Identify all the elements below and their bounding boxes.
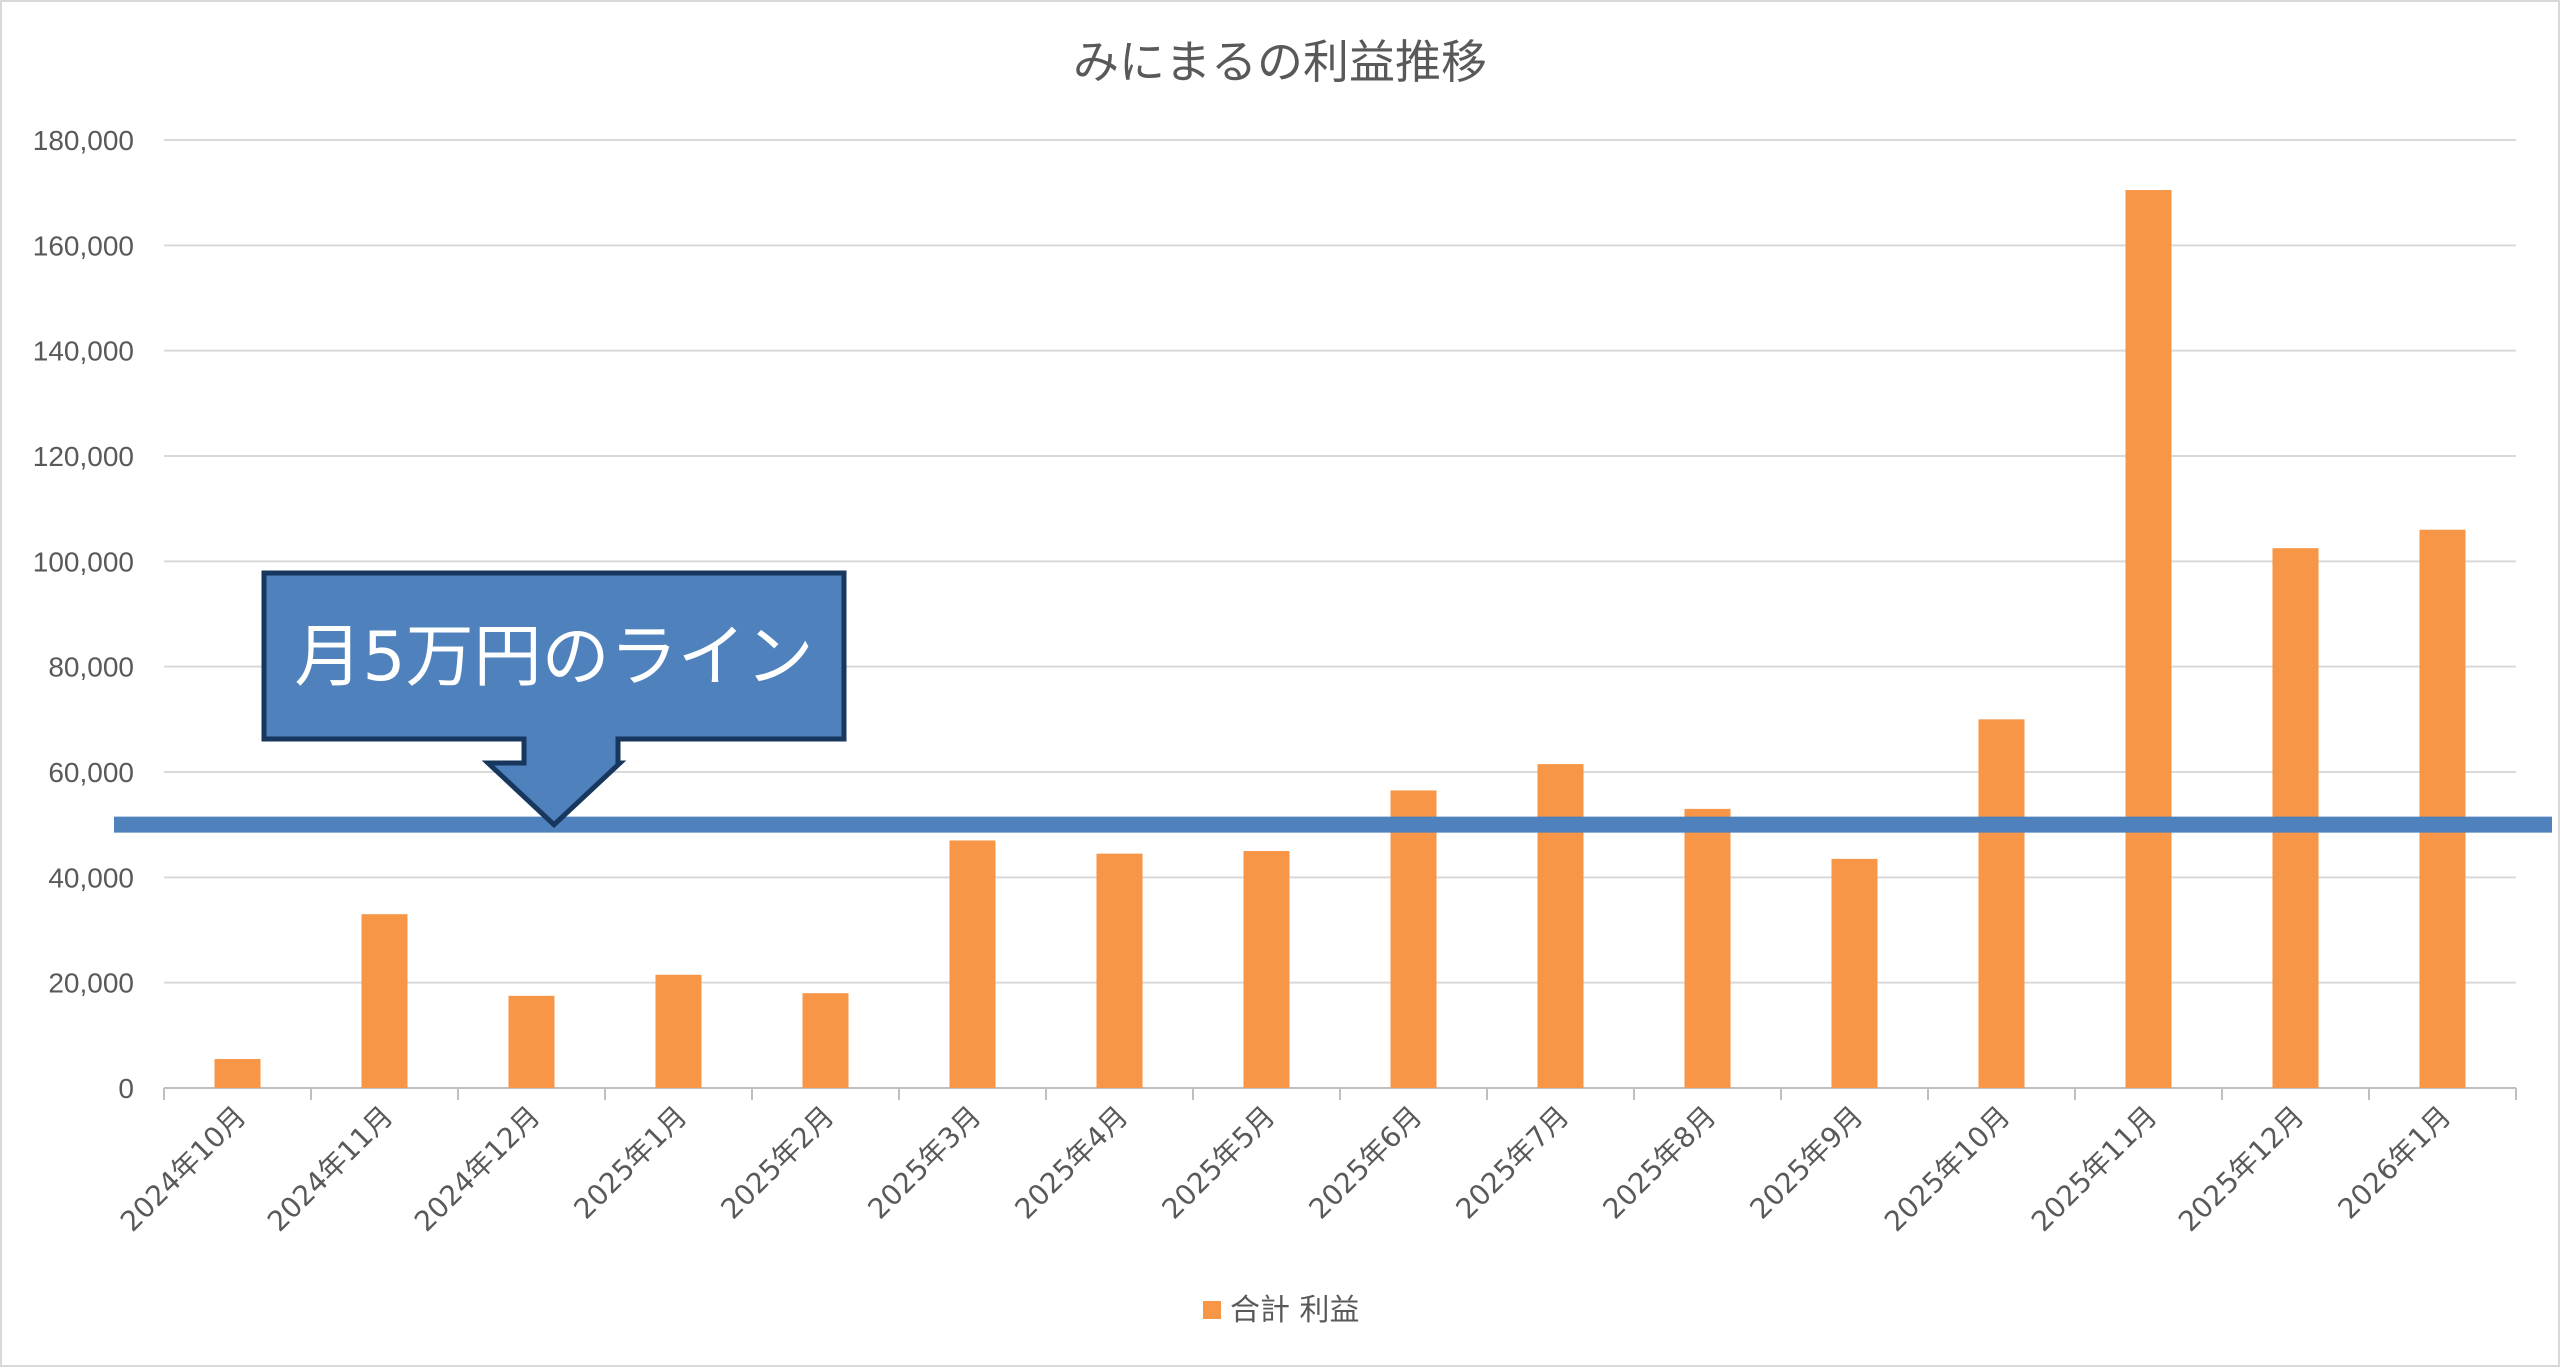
bar bbox=[1243, 851, 1290, 1088]
bar bbox=[2125, 190, 2172, 1089]
x-tick-label: 2025年5月 bbox=[1156, 1100, 1282, 1226]
y-tick-label: 120,000 bbox=[33, 441, 134, 472]
x-tick-label: 2024年11月 bbox=[261, 1100, 400, 1239]
chart-title: みにまるの利益推移 bbox=[1073, 35, 1487, 89]
bar bbox=[1390, 790, 1437, 1088]
bars bbox=[214, 190, 2466, 1089]
y-axis-ticks: 0 20,000 40,000 60,000 80,000 100,000 120,000 1… bbox=[33, 125, 134, 1104]
y-tick-label: 20,000 bbox=[48, 968, 134, 999]
y-tick-label: 40,000 bbox=[48, 862, 134, 893]
bar bbox=[1096, 853, 1143, 1088]
bar bbox=[949, 840, 996, 1088]
y-tick-label: 100,000 bbox=[33, 546, 134, 577]
x-tick-label: 2025年2月 bbox=[715, 1100, 841, 1226]
y-tick-label: 160,000 bbox=[33, 230, 134, 261]
bar bbox=[1684, 808, 1731, 1088]
y-tick-label: 0 bbox=[118, 1073, 134, 1104]
x-tick-label: 2024年10月 bbox=[114, 1100, 253, 1239]
x-tick-label: 2024年12月 bbox=[408, 1100, 547, 1239]
callout-text: 月5万円のライン bbox=[294, 618, 813, 697]
x-tick-label: 2025年1月 bbox=[568, 1100, 694, 1226]
x-tick-label: 2025年6月 bbox=[1303, 1100, 1429, 1226]
x-tick-label: 2025年7月 bbox=[1450, 1100, 1576, 1226]
gridlines bbox=[164, 139, 2516, 1089]
legend: 合計 利益 bbox=[1203, 1293, 1360, 1328]
bar bbox=[361, 914, 408, 1088]
x-tick-label: 2025年11月 bbox=[2025, 1100, 2164, 1239]
y-tick-label: 140,000 bbox=[33, 336, 134, 367]
legend-label: 合計 利益 bbox=[1230, 1293, 1360, 1328]
x-axis: 2024年10月 2024年11月 2024年12月 2025年1月 2025年2月 20… bbox=[114, 1088, 2517, 1239]
bar bbox=[1537, 764, 1584, 1088]
callout-annotation: 月5万円のライン bbox=[261, 570, 847, 829]
bar bbox=[655, 974, 702, 1088]
x-tick-label: 2025年10月 bbox=[1878, 1100, 2017, 1239]
bar bbox=[802, 993, 849, 1088]
callout-shape bbox=[261, 570, 847, 829]
y-tick-label: 60,000 bbox=[48, 757, 134, 788]
bar bbox=[214, 1059, 261, 1088]
x-tick-label: 2025年8月 bbox=[1597, 1100, 1723, 1226]
bar bbox=[2419, 529, 2466, 1088]
x-tick-label: 2025年9月 bbox=[1744, 1100, 1870, 1226]
x-tick-label: 2025年4月 bbox=[1009, 1100, 1135, 1226]
y-tick-label: 80,000 bbox=[48, 652, 134, 683]
bar bbox=[508, 995, 555, 1088]
legend-swatch bbox=[1203, 1301, 1221, 1319]
bar bbox=[1978, 719, 2025, 1088]
x-tick-label: 2025年3月 bbox=[862, 1100, 988, 1226]
y-tick-label: 180,000 bbox=[33, 125, 134, 156]
bar bbox=[1831, 858, 1878, 1088]
x-tick-label: 2026年1月 bbox=[2332, 1100, 2458, 1226]
x-tick-label: 2025年12月 bbox=[2172, 1100, 2311, 1239]
